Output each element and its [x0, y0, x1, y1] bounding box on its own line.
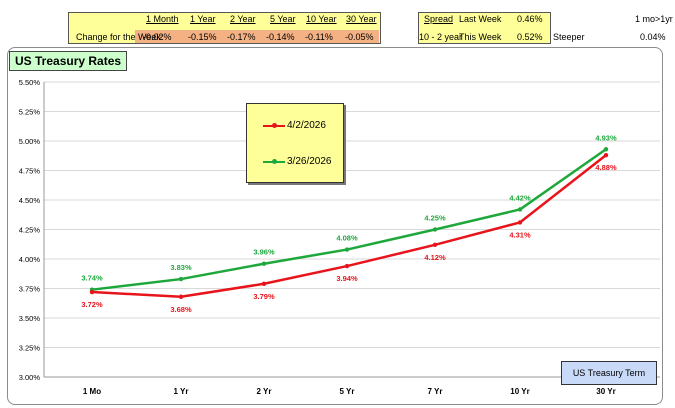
data-point-previous — [432, 227, 438, 232]
data-label-previous: 4.08% — [336, 234, 358, 243]
x-tick-label: 5 Yr — [340, 387, 355, 396]
data-point-current — [432, 242, 438, 248]
y-tick-label: 5.00% — [19, 137, 41, 146]
change-1-year[interactable]: -0.15% — [188, 32, 217, 42]
spread-row-label: 10 - 2 year — [419, 32, 463, 42]
y-tick-label: 4.00% — [19, 255, 41, 264]
y-tick-label: 3.00% — [19, 373, 41, 382]
legend-item-previous: 3/26/2026 — [263, 156, 332, 167]
x-tick-label: 1 Mo — [83, 387, 101, 396]
legend-label-current: 4/2/2026 — [287, 120, 326, 131]
x-tick-label: 10 Yr — [510, 387, 529, 396]
data-label-current: 4.88% — [595, 163, 617, 172]
header-2-year[interactable]: 2 Year — [230, 14, 256, 24]
legend-marker-previous — [272, 158, 277, 164]
header-1-year[interactable]: 1 Year — [190, 14, 216, 24]
data-point-current — [603, 152, 609, 158]
data-label-current: 4.12% — [424, 253, 446, 262]
last-week-label: Last Week — [459, 14, 502, 24]
y-tick-label: 5.50% — [19, 78, 41, 87]
legend-line-previous — [263, 158, 285, 164]
y-tick-label: 3.75% — [19, 285, 41, 294]
data-point-previous — [178, 276, 184, 282]
data-label-current: 3.68% — [170, 305, 192, 314]
x-tick-label: 2 Yr — [257, 387, 272, 396]
x-tick-label: 7 Yr — [428, 387, 443, 396]
spread-header[interactable]: Spread — [424, 14, 454, 24]
data-point-previous — [344, 247, 350, 252]
spread-status[interactable]: Steeper — [553, 32, 585, 42]
header-10-year[interactable]: 10 Year — [306, 14, 337, 24]
data-point-current — [89, 289, 95, 295]
change-5-year[interactable]: -0.14% — [266, 32, 295, 42]
y-tick-label: 4.50% — [19, 196, 41, 205]
data-label-previous: 4.42% — [509, 193, 531, 202]
header-5-year[interactable]: 5 Year — [270, 14, 296, 24]
side-note-value[interactable]: 0.04% — [640, 32, 666, 42]
change-10-year[interactable]: -0.11% — [305, 32, 333, 42]
y-tick-label: 5.25% — [19, 108, 41, 117]
header-1-month[interactable]: 1 Month — [146, 14, 179, 24]
y-tick-label: 4.75% — [19, 167, 41, 176]
this-week-value[interactable]: 0.52% — [517, 32, 543, 42]
x-tick-label: 1 Yr — [174, 387, 189, 396]
data-point-current — [261, 281, 267, 286]
legend-marker-current — [272, 122, 277, 128]
data-point-current — [344, 263, 350, 269]
data-point-previous — [261, 261, 267, 266]
legend-label-previous: 3/26/2026 — [287, 156, 332, 167]
side-note-label[interactable]: 1 mo>1yr — [635, 14, 673, 24]
spread-table — [418, 12, 551, 44]
legend-item-current: 4/2/2026 — [263, 120, 326, 131]
data-label-previous: 3.96% — [253, 248, 275, 257]
header-30-year[interactable]: 30 Year — [346, 14, 377, 24]
change-30-year[interactable]: -0.05% — [345, 32, 374, 42]
data-point-current — [178, 294, 184, 299]
data-label-current: 3.94% — [336, 274, 358, 283]
data-label-previous: 4.93% — [595, 133, 617, 142]
data-point-current — [517, 220, 523, 225]
y-tick-label: 3.50% — [19, 314, 41, 323]
change-1-month[interactable]: -0.02% — [143, 32, 172, 42]
legend-line-current — [263, 122, 285, 128]
this-week-label: This Week — [459, 32, 502, 42]
data-label-current: 3.72% — [81, 300, 103, 309]
last-week-value[interactable]: 0.46% — [517, 14, 543, 24]
chart-legend[interactable]: 4/2/2026 3/26/2026 — [246, 103, 344, 183]
x-tick-label: 30 Yr — [596, 387, 615, 396]
data-label-current: 4.31% — [509, 230, 531, 239]
data-label-previous: 3.74% — [81, 274, 103, 283]
change-2-year[interactable]: -0.17% — [227, 32, 256, 42]
data-point-previous — [517, 207, 523, 212]
y-tick-label: 4.25% — [19, 226, 41, 235]
chart-title[interactable]: US Treasury Rates — [9, 51, 128, 71]
us-treasury-term-button[interactable]: US Treasury Term — [561, 361, 657, 385]
data-label-current: 3.79% — [253, 292, 275, 301]
y-tick-label: 3.25% — [19, 344, 41, 353]
data-label-previous: 3.83% — [170, 263, 192, 272]
data-point-previous — [603, 147, 609, 152]
change-row-label: Change for the Week: — [76, 32, 164, 42]
data-label-previous: 4.25% — [424, 214, 446, 223]
change-row-fill — [135, 30, 379, 43]
